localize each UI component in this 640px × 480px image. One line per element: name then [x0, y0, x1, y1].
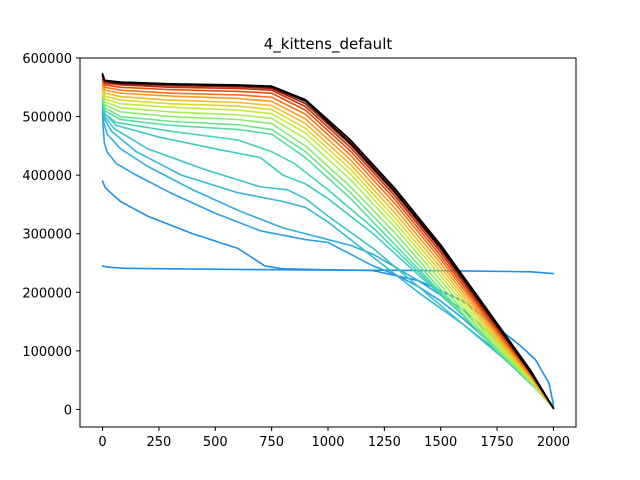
series-line-8 [101, 98, 555, 410]
x-tick-label: 1750 [481, 435, 514, 450]
series-line-3 [101, 109, 555, 408]
x-tick-label: 250 [146, 435, 171, 450]
x-tick-label: 0 [98, 435, 106, 450]
series-line-14 [101, 87, 555, 410]
x-tick-label: 1250 [368, 435, 401, 450]
series-line-22 [101, 73, 555, 410]
y-tick-label: 200000 [22, 286, 72, 301]
x-axis: 0 250 500 750 1000 1250 1500 1750 2000 [98, 427, 570, 450]
series-line-13 [101, 89, 555, 410]
series-line-16 [101, 82, 555, 410]
x-tick-label: 2000 [537, 435, 570, 450]
y-tick-label: 600000 [22, 52, 72, 67]
series-line-23 [101, 74, 555, 410]
y-tick-label: 400000 [22, 169, 72, 184]
series-line-12 [101, 92, 555, 410]
y-tick-label: 0 [64, 403, 72, 418]
y-tick-label: 300000 [22, 228, 72, 243]
y-tick-label: 500000 [22, 111, 72, 126]
x-tick-label: 1500 [424, 435, 457, 450]
series-line-11 [101, 93, 555, 410]
series-line-7 [101, 99, 555, 410]
series-line-1 [101, 265, 555, 275]
series-line-5 [101, 104, 555, 409]
series-line-6 [101, 101, 555, 410]
x-tick-label: 750 [259, 435, 284, 450]
x-tick-label: 500 [203, 435, 228, 450]
series-line-15 [101, 85, 555, 410]
series-line-19 [101, 77, 555, 410]
chart-title: 4_kittens_default [264, 35, 393, 54]
y-axis: 0 100000 200000 300000 400000 500000 600000 [22, 52, 80, 418]
series-line-2 [101, 180, 555, 406]
series-line-17 [101, 80, 555, 410]
series-layer [101, 73, 555, 410]
series-line-10 [101, 95, 555, 410]
y-tick-label: 100000 [22, 345, 72, 360]
x-tick-label: 1000 [311, 435, 344, 450]
series-line-18 [101, 78, 555, 410]
